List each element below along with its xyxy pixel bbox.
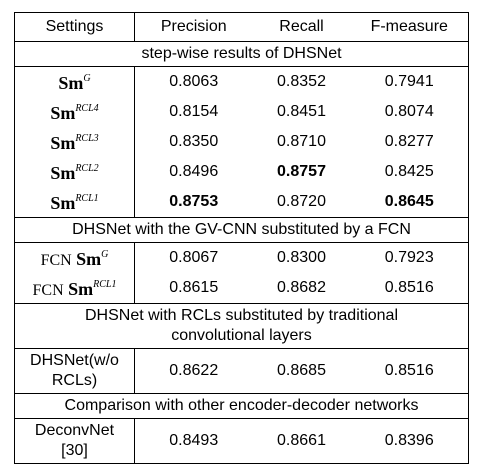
section-title-line: convolutional layers (171, 327, 312, 344)
section-title: Comparison with other encoder-decoder ne… (14, 393, 469, 419)
setting-superscript: G (101, 249, 109, 260)
setting-superscript: RCL4 (75, 103, 99, 114)
section-title-row: Comparison with other encoder-decoder ne… (14, 393, 469, 419)
setting-cell: FCN SmRCL1 (14, 273, 135, 304)
header-row: Settings Precision Recall F-measure (14, 12, 469, 42)
setting-line: RCLs) (51, 372, 98, 389)
table-row: SmRCL2 0.8496 0.8757 0.8425 (14, 157, 469, 187)
fmeasure-cell: 0.7941 (384, 73, 434, 90)
setting-symbol: Sm (76, 249, 102, 269)
table-row: SmRCL3 0.8350 0.8710 0.8277 (14, 127, 469, 157)
fmeasure-cell: 0.8425 (384, 163, 434, 180)
setting-superscript: RCL2 (75, 163, 99, 174)
section-title: step-wise results of DHSNet (14, 41, 469, 67)
setting-symbol: Sm (68, 279, 94, 299)
setting-superscript: RCL1 (93, 279, 117, 290)
setting-symbol: Sm (58, 73, 84, 93)
precision-cell: 0.8496 (169, 163, 219, 180)
precision-cell: 0.8622 (169, 362, 219, 379)
table-row: DeconvNet [30] 0.8493 0.8661 0.8396 (14, 418, 469, 464)
setting-cell: DeconvNet [30] (14, 418, 135, 464)
header-settings: Settings (14, 12, 135, 42)
results-table-container: Settings Precision Recall F-measure step… (14, 12, 469, 464)
section-title: DHSNet with RCLs substituted by traditio… (14, 303, 469, 349)
setting-line: [30] (61, 442, 88, 459)
setting-superscript: RCL1 (75, 193, 99, 204)
recall-cell: 0.8720 (277, 193, 326, 210)
setting-symbol: Sm (50, 193, 76, 213)
precision-cell: 0.8154 (169, 103, 219, 120)
header-fmeasure: F-measure (350, 12, 469, 42)
precision-cell: 0.8063 (169, 73, 219, 90)
setting-symbol: Sm (50, 163, 76, 183)
fmeasure-cell: 0.8277 (384, 133, 434, 150)
table-row: SmRCL1 0.8753 0.8720 0.8645 (14, 187, 469, 218)
setting-line: DHSNet(w/o (30, 352, 119, 369)
fmeasure-cell: 0.8516 (384, 362, 434, 379)
setting-line: DeconvNet (34, 422, 115, 439)
setting-prefix: FCN (40, 252, 72, 269)
fmeasure-cell: 0.8074 (384, 103, 434, 120)
recall-cell: 0.8661 (277, 432, 326, 449)
setting-superscript: G (83, 73, 91, 84)
section-title-line: DHSNet with RCLs substituted by traditio… (84, 307, 399, 324)
recall-cell: 0.8300 (277, 249, 326, 266)
setting-symbol: Sm (50, 133, 76, 153)
setting-cell: SmRCL2 (14, 157, 135, 187)
setting-prefix: FCN (32, 282, 64, 299)
section-title-row: DHSNet with RCLs substituted by traditio… (14, 303, 469, 349)
setting-superscript: RCL3 (75, 133, 99, 144)
fmeasure-cell: 0.8396 (384, 432, 434, 449)
table-row: DHSNet(w/o RCLs) 0.8622 0.8685 0.8516 (14, 348, 469, 394)
setting-cell: DHSNet(w/o RCLs) (14, 348, 135, 394)
setting-cell: SmRCL1 (14, 187, 135, 218)
precision-cell-best: 0.8753 (169, 193, 219, 210)
precision-cell: 0.8067 (169, 249, 219, 266)
table-row: SmG 0.8063 0.8352 0.7941 (14, 66, 469, 97)
fmeasure-cell: 0.7923 (384, 249, 434, 266)
setting-cell: FCN SmG (14, 242, 135, 273)
table-row: SmRCL4 0.8154 0.8451 0.8074 (14, 97, 469, 127)
setting-cell: SmG (14, 66, 135, 97)
table-row: FCN SmRCL1 0.8615 0.8682 0.8516 (14, 273, 469, 304)
fmeasure-cell-best: 0.8645 (384, 193, 434, 210)
recall-cell: 0.8451 (277, 103, 326, 120)
recall-cell: 0.8682 (277, 279, 326, 296)
recall-cell: 0.8685 (277, 362, 326, 379)
precision-cell: 0.8615 (169, 279, 219, 296)
table-row: FCN SmG 0.8067 0.8300 0.7923 (14, 242, 469, 273)
results-table: Settings Precision Recall F-measure step… (14, 12, 469, 464)
setting-symbol: Sm (50, 103, 76, 123)
recall-cell: 0.8352 (277, 73, 326, 90)
fmeasure-cell: 0.8516 (384, 279, 434, 296)
section-title: DHSNet with the GV-CNN substituted by a … (14, 217, 469, 243)
header-recall: Recall (252, 12, 351, 42)
section-title-row: DHSNet with the GV-CNN substituted by a … (14, 217, 469, 243)
recall-cell-best: 0.8757 (277, 163, 326, 180)
precision-cell: 0.8350 (169, 133, 219, 150)
header-precision: Precision (134, 12, 253, 42)
recall-cell: 0.8710 (277, 133, 326, 150)
setting-cell: SmRCL3 (14, 127, 135, 157)
setting-cell: SmRCL4 (14, 97, 135, 127)
section-title-row: step-wise results of DHSNet (14, 41, 469, 67)
precision-cell: 0.8493 (169, 432, 219, 449)
